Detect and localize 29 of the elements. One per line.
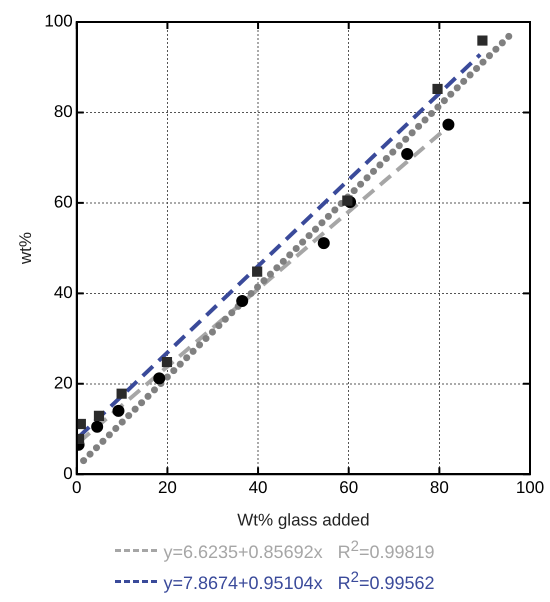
legend-label: y=7.8674+0.95104x R$^{2}$=0.99562 <box>163 569 435 594</box>
x-tick-label: 100 <box>516 478 544 498</box>
x-axis-title: Wt% glass added <box>237 510 370 530</box>
legend-label: y=6.6235+0.85692x R$^{2}$=0.99819 <box>163 538 435 563</box>
point <box>342 196 352 206</box>
point <box>432 84 443 94</box>
y-tick-label: 0 <box>63 464 73 483</box>
y-tick-label: 60 <box>54 192 73 212</box>
point <box>401 148 414 160</box>
point <box>91 420 104 433</box>
y-tick-label: 100 <box>44 12 73 31</box>
y-axis-title: wt% <box>16 232 35 266</box>
point <box>442 118 454 131</box>
point <box>116 388 127 399</box>
x-tick-label: 80 <box>430 478 449 498</box>
point <box>477 35 488 46</box>
point <box>252 266 262 277</box>
x-tick-label: 20 <box>158 478 177 498</box>
x-tick-label: 40 <box>248 478 268 498</box>
point <box>153 372 166 384</box>
point <box>112 404 124 417</box>
y-tick-label: 80 <box>54 102 73 122</box>
y-tick-label: 20 <box>54 373 73 392</box>
point <box>236 295 248 308</box>
x-tick-label: 60 <box>339 478 358 498</box>
point <box>162 356 172 368</box>
point <box>318 237 330 250</box>
y-tick-label: 40 <box>54 283 73 302</box>
point <box>94 410 104 421</box>
